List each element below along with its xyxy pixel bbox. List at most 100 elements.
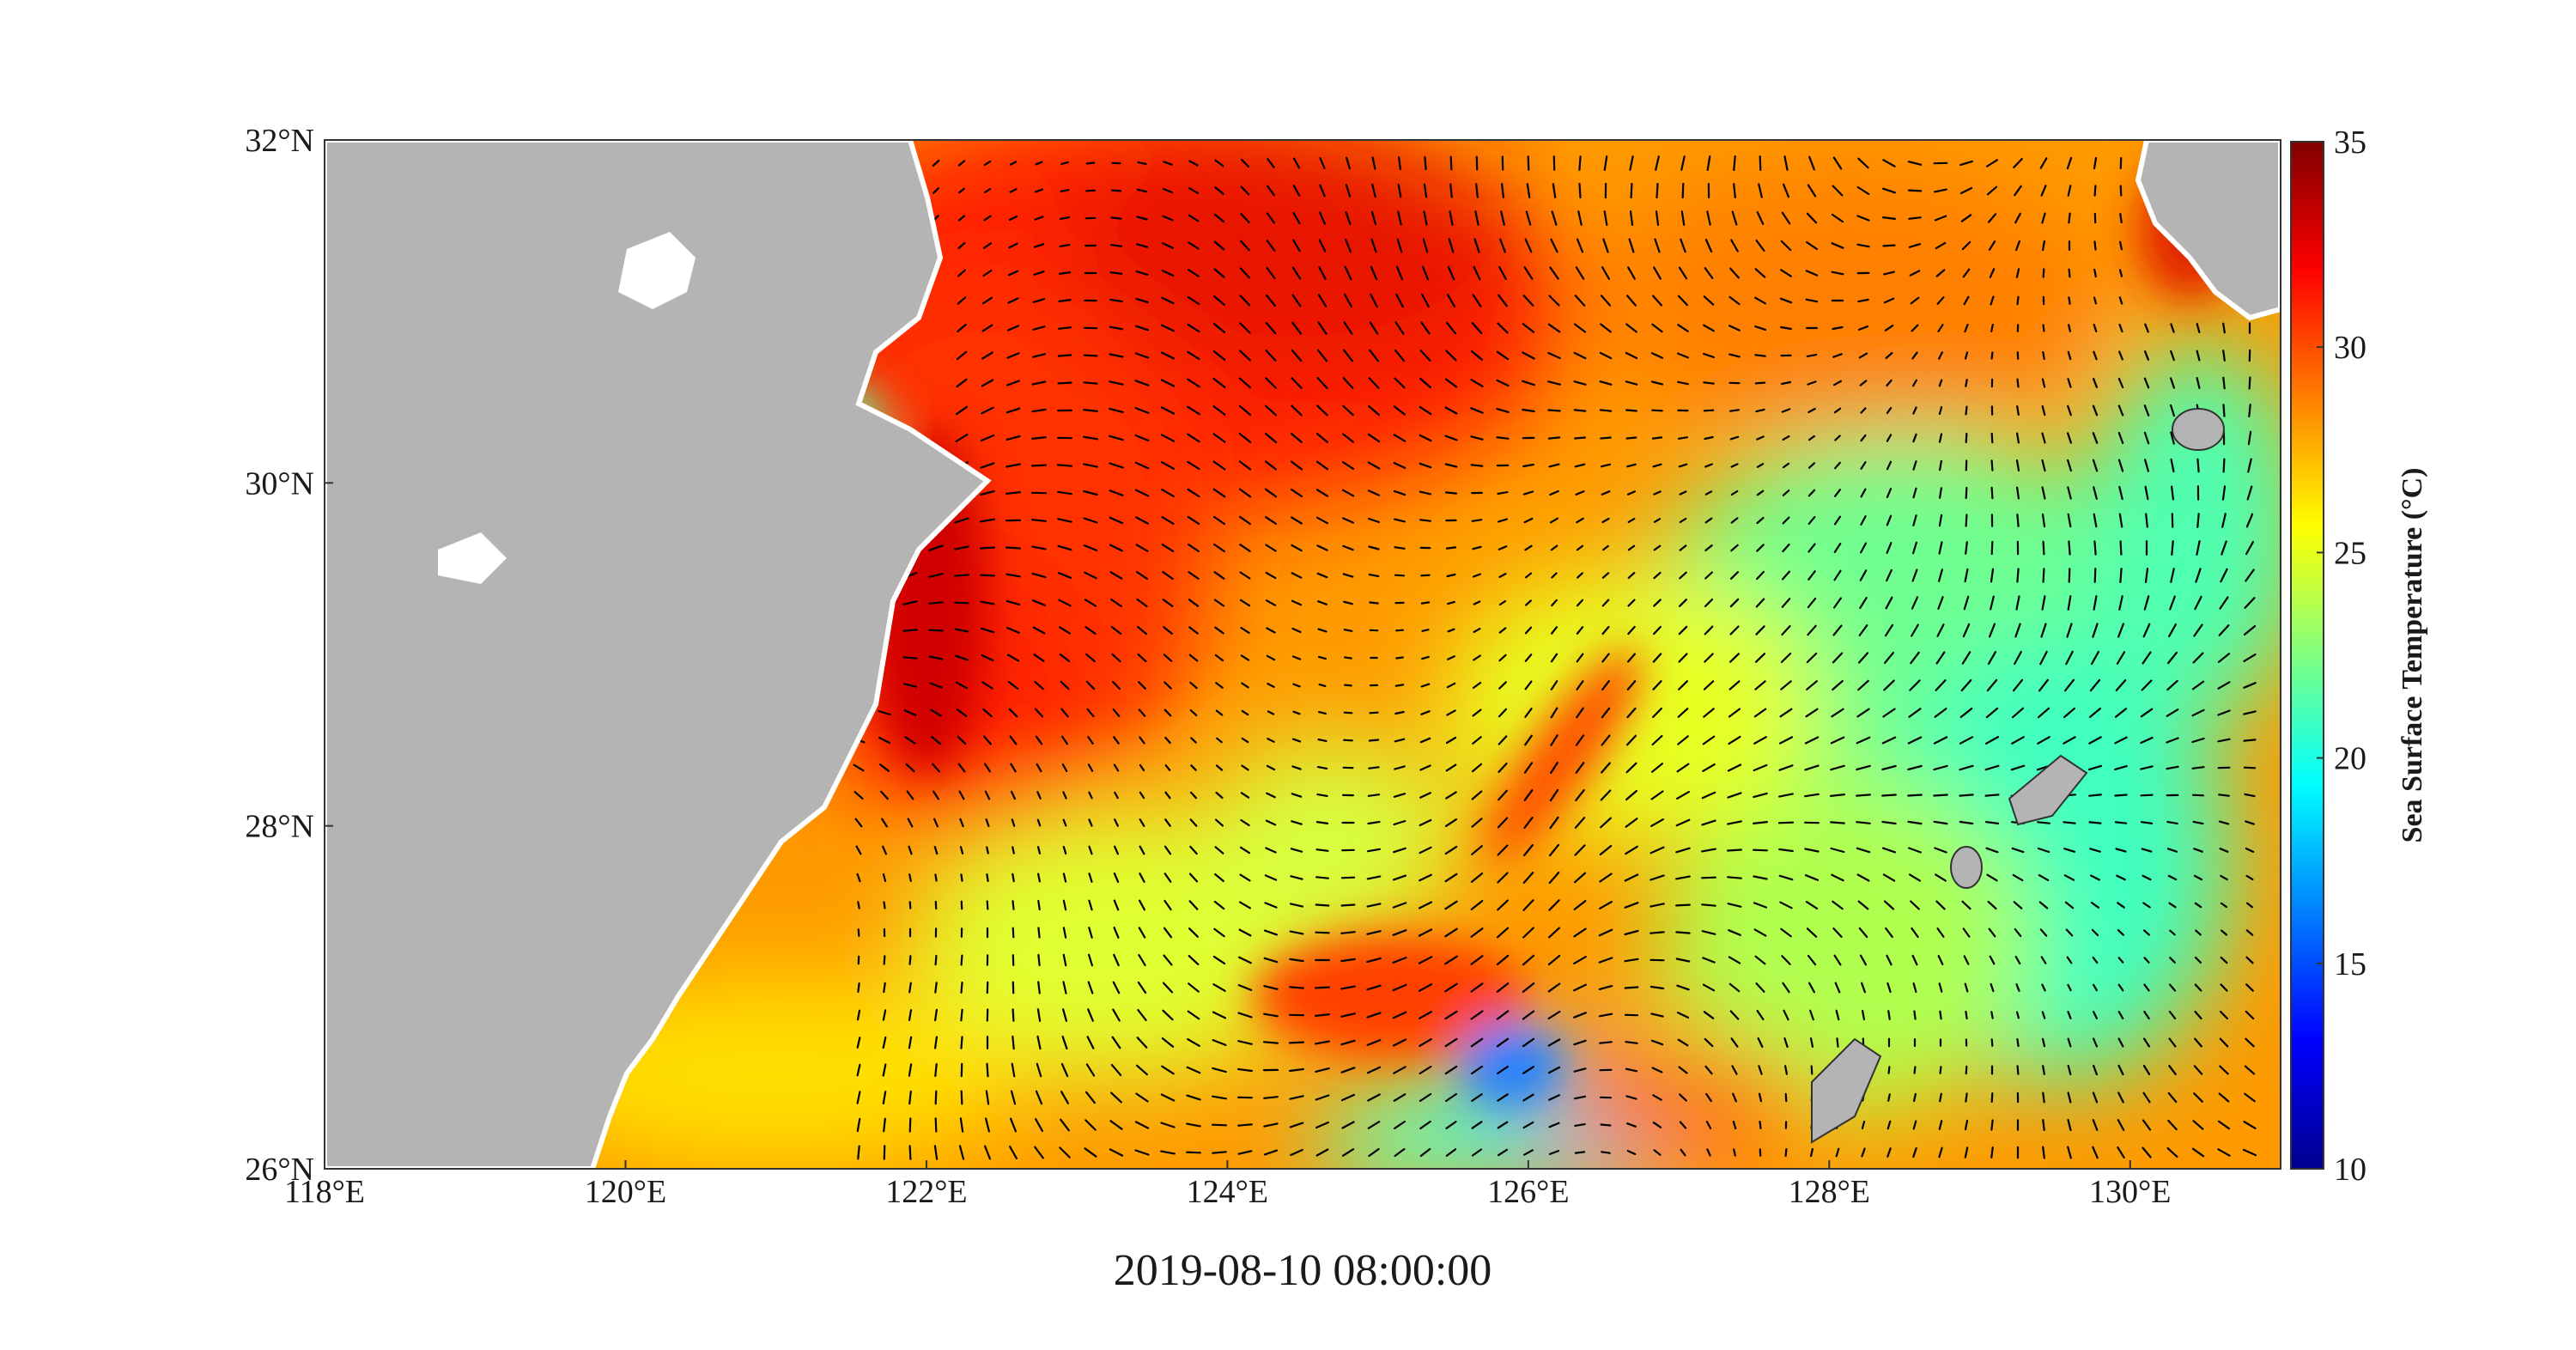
current-vector: [957, 160, 966, 167]
current-vector: [1368, 545, 1380, 550]
current-vector: [882, 1036, 887, 1049]
current-vector: [1652, 653, 1662, 663]
current-vector: [1525, 210, 1532, 226]
current-vector: [1733, 183, 1736, 198]
current-vector: [1291, 572, 1303, 579]
current-vector: [1989, 623, 1996, 638]
current-vector: [1394, 349, 1406, 362]
current-vector: [928, 601, 944, 605]
current-vector: [1367, 517, 1381, 524]
current-vector: [2196, 458, 2200, 473]
current-vector: [1679, 571, 1687, 580]
current-vector: [1732, 1092, 1737, 1103]
current-vector: [1061, 763, 1068, 773]
current-vector: [1959, 186, 1973, 195]
current-vector: [1188, 954, 1200, 966]
current-vector: [1754, 381, 1766, 385]
current-vector: [1856, 847, 1871, 854]
current-vector: [1780, 240, 1792, 252]
current-vector: [1393, 518, 1406, 523]
current-vector: [1139, 791, 1145, 800]
current-vector: [1703, 295, 1715, 306]
current-vector: [1778, 764, 1794, 771]
current-vector: [1291, 793, 1303, 798]
current-vector: [1654, 238, 1661, 253]
current-vector: [1315, 516, 1329, 525]
current-vector: [1419, 434, 1432, 442]
current-vector: [1498, 545, 1508, 550]
current-vector: [2169, 929, 2176, 936]
current-vector: [1831, 873, 1844, 882]
current-vector: [1496, 927, 1510, 939]
current-vector: [1804, 848, 1820, 853]
current-vector: [1395, 656, 1404, 660]
current-vector: [2041, 432, 2046, 444]
colorbar-tick-label: 20: [2334, 741, 2366, 777]
current-vector: [1961, 240, 1971, 251]
current-vector: [1034, 188, 1044, 193]
current-vector: [1680, 155, 1686, 171]
current-vector: [1959, 160, 1973, 167]
current-vector: [1653, 599, 1662, 607]
current-vector: [2011, 707, 2025, 719]
current-vector: [981, 681, 993, 690]
current-vector: [1446, 709, 1456, 716]
current-vector: [1030, 519, 1048, 522]
current-vector: [1834, 982, 1841, 994]
current-vector: [1496, 1065, 1510, 1075]
current-vector: [1162, 570, 1174, 581]
current-vector: [954, 545, 969, 550]
current-vector: [1419, 377, 1431, 389]
current-vector: [1240, 240, 1250, 252]
current-vector: [932, 159, 940, 167]
current-vector: [1804, 874, 1820, 881]
current-vector: [1370, 210, 1377, 226]
current-vector: [1909, 270, 1921, 277]
colorbar-gradient: [2290, 141, 2324, 1170]
current-vector: [1266, 627, 1276, 634]
current-vector: [2068, 268, 2071, 278]
current-vector: [1497, 817, 1509, 829]
current-vector: [2118, 485, 2123, 501]
current-vector: [1885, 351, 1893, 360]
current-vector: [1578, 155, 1582, 171]
current-vector: [1062, 953, 1067, 967]
current-vector: [955, 681, 969, 690]
current-vector: [1577, 572, 1583, 579]
current-vector: [1368, 766, 1380, 769]
current-vector: [1317, 710, 1327, 715]
current-vector: [1371, 183, 1376, 198]
current-vector: [2220, 568, 2228, 583]
current-vector: [955, 433, 969, 443]
current-vector: [1676, 763, 1690, 773]
current-vector: [1912, 460, 1917, 471]
current-vector: [1624, 873, 1639, 882]
current-vector: [1887, 1010, 1891, 1020]
current-vector: [1909, 679, 1921, 691]
current-vector: [934, 1090, 938, 1105]
current-vector: [1190, 764, 1197, 771]
current-vector: [1830, 764, 1845, 771]
current-vector: [1266, 212, 1276, 224]
current-vector: [1161, 296, 1175, 305]
current-vector: [1680, 210, 1686, 226]
current-vector: [2066, 156, 2073, 170]
current-vector: [1524, 544, 1533, 551]
current-vector: [908, 1145, 912, 1160]
current-vector: [1290, 460, 1303, 471]
current-vector: [857, 982, 860, 994]
current-vector: [1239, 350, 1251, 362]
current-vector: [1573, 323, 1587, 333]
current-vector: [981, 324, 993, 332]
current-vector: [1343, 711, 1353, 715]
current-vector: [856, 1037, 861, 1049]
current-vector: [1394, 710, 1405, 715]
current-vector: [1212, 1067, 1227, 1073]
current-vector: [1213, 900, 1225, 910]
current-vector: [1087, 981, 1094, 994]
current-vector: [1006, 627, 1020, 634]
current-vector: [1084, 571, 1097, 580]
current-vector: [1264, 902, 1278, 909]
current-vector: [1576, 238, 1584, 253]
